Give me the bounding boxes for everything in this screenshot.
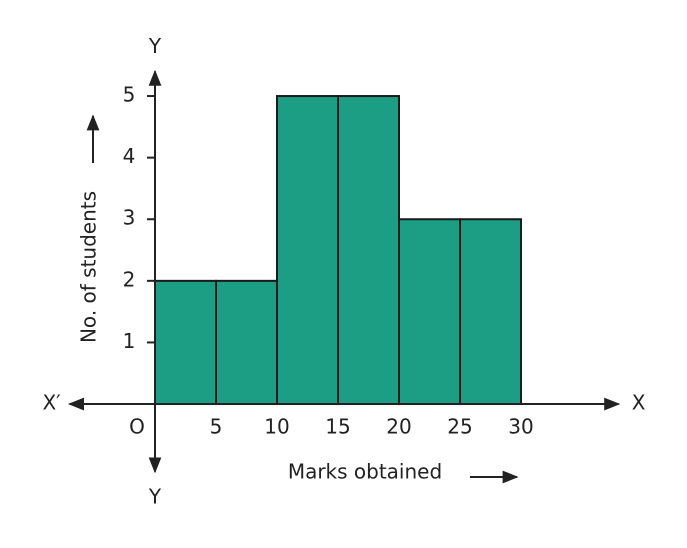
x-tick-label: 25 (447, 415, 472, 439)
bar (398, 218, 461, 406)
x-tick-label: 30 (508, 415, 533, 439)
bar (154, 279, 217, 406)
x-tick-label: 20 (386, 415, 411, 439)
y-tick-label: 5 (123, 83, 136, 107)
bars (154, 95, 522, 406)
y-tick-label: 2 (123, 267, 136, 291)
bar (276, 95, 339, 406)
x-axis-label: Marks obtained (288, 460, 442, 484)
x-tick-label: 10 (264, 415, 289, 439)
axis-name: X (632, 391, 646, 415)
y-tick-label: 3 (123, 206, 136, 230)
x-tick-label: 5 (210, 415, 223, 439)
x-tick-label: O (129, 415, 145, 439)
bar (337, 95, 400, 406)
bar (459, 218, 522, 406)
y-axis-label: No. of students (77, 191, 101, 343)
axis-name: Y (148, 484, 162, 508)
axis-name: Y (148, 34, 162, 58)
bar (215, 279, 278, 406)
y-tick-label: 4 (123, 144, 136, 168)
axis-name: X′ (42, 391, 61, 415)
x-tick-label: 15 (325, 415, 350, 439)
axes: X X′ Y Y 1 2 3 4 5 O 5 10 15 20 25 30 (42, 34, 645, 508)
y-tick-label: 1 (123, 329, 136, 353)
